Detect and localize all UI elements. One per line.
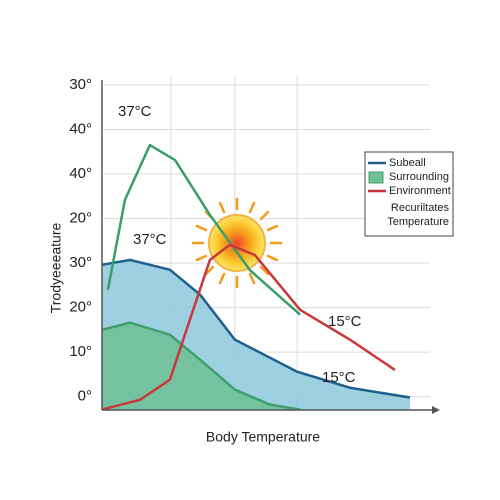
- legend-label: Environment: [389, 185, 451, 197]
- legend-note: Recuriltates: [391, 202, 450, 214]
- annotation: 37°C: [118, 103, 152, 120]
- y-tick-label: 20°: [69, 299, 92, 316]
- area: [102, 322, 301, 410]
- y-tick-label: 0°: [78, 388, 92, 405]
- legend-label: Surrounding: [389, 171, 449, 183]
- y-tick-label: 40°: [69, 165, 92, 182]
- annotation: 15°C: [328, 313, 362, 330]
- legend-swatch: [368, 171, 384, 184]
- legend-box: [364, 151, 454, 237]
- legend-note: Temperature: [387, 216, 449, 228]
- y-tick-label: 20°: [69, 209, 92, 226]
- x-axis-arrow: [432, 406, 440, 414]
- area-edge: [101, 258, 411, 399]
- line: [106, 143, 301, 316]
- y-tick-label: 40°: [69, 120, 92, 137]
- area-edge: [101, 321, 301, 411]
- y-tick-label: 30°: [69, 76, 92, 93]
- line: [101, 243, 396, 411]
- y-axis-label: Trodyeeeature: [48, 223, 64, 314]
- legend-label: Subeall: [389, 157, 426, 169]
- y-tick-label: 30°: [69, 254, 92, 271]
- plot-area: 0° 10° 20° 30° 20° 40° 40° 30°: [69, 76, 430, 411]
- annotation: 37°C: [133, 231, 167, 248]
- y-tick-label: 10°: [69, 343, 92, 360]
- x-axis-label: Body Temperature: [206, 429, 320, 445]
- annotation: 15°C: [322, 369, 356, 386]
- sun-icon: [191, 197, 283, 289]
